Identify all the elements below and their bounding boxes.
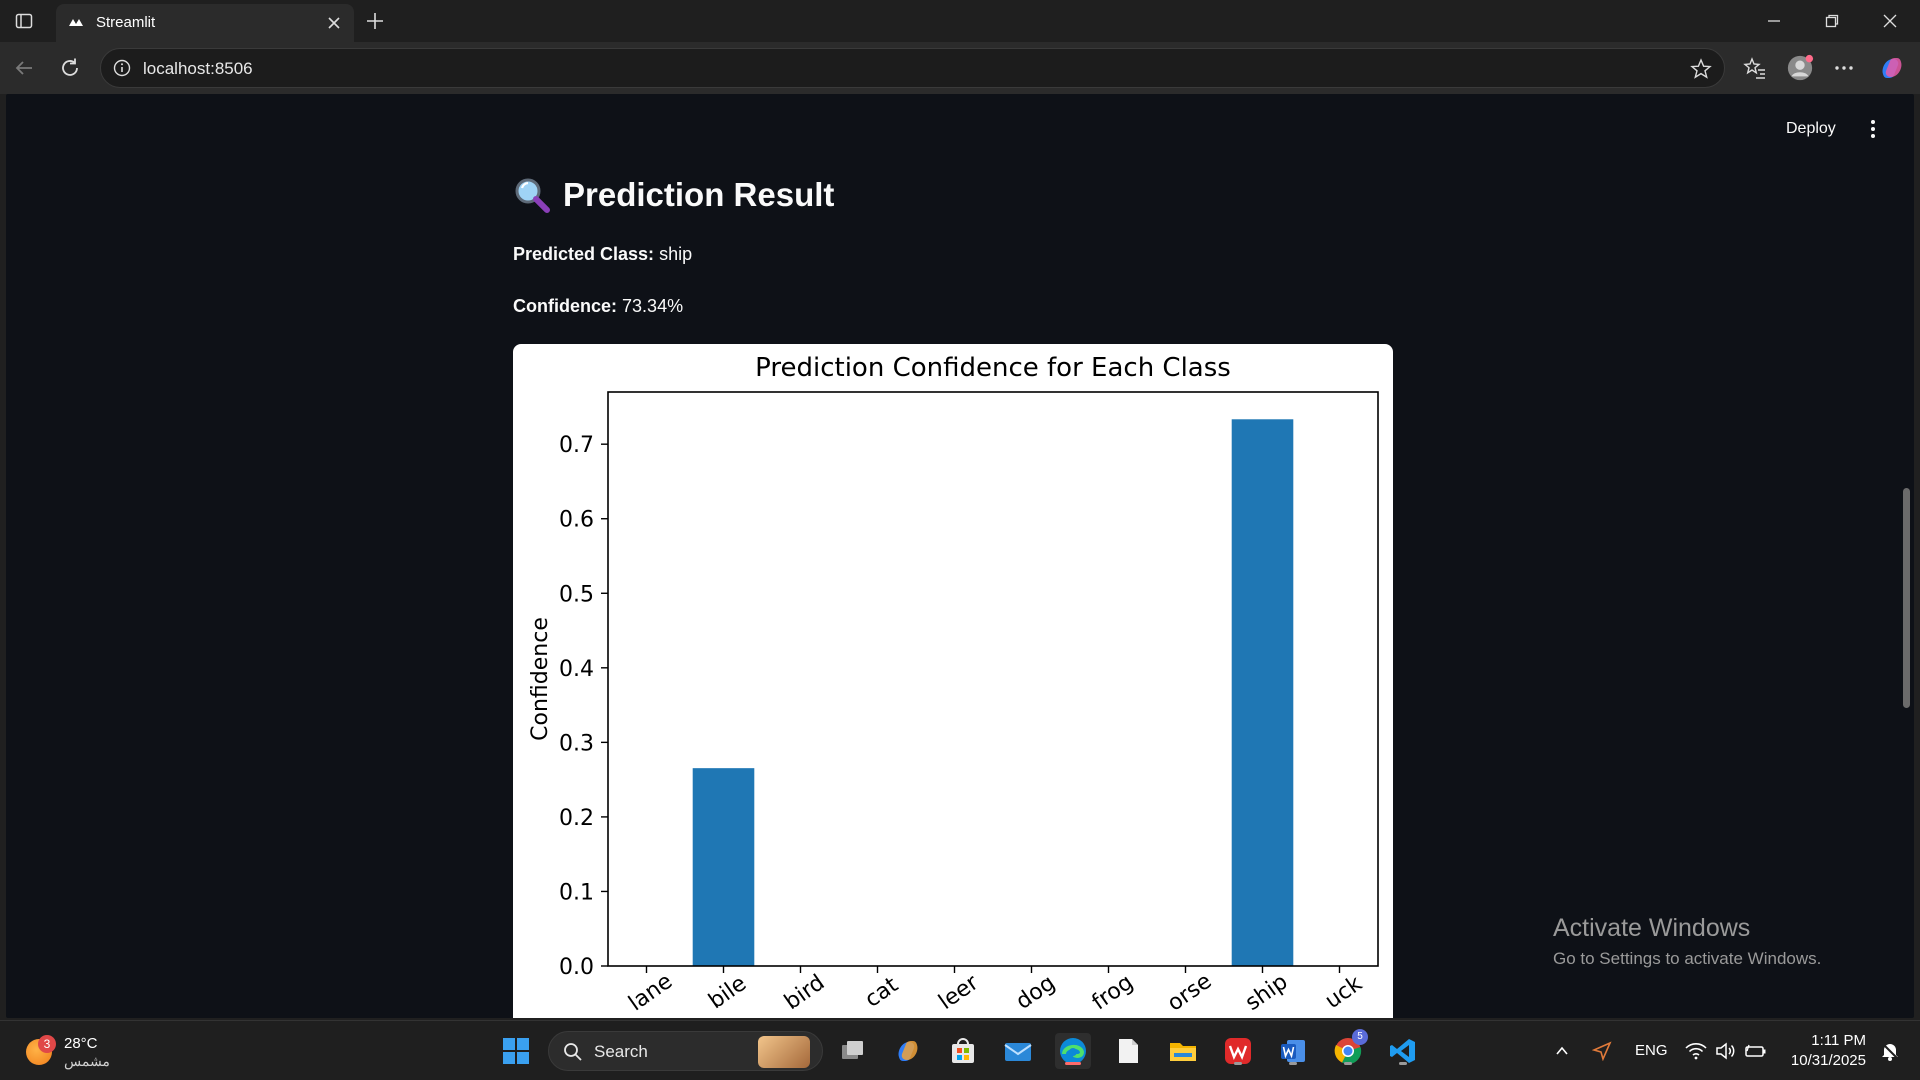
refresh-icon[interactable] bbox=[56, 54, 84, 82]
weather-condition: مشمس bbox=[64, 1053, 110, 1069]
streamlit-favicon-icon bbox=[68, 15, 84, 31]
predicted-class-label: Predicted Class: bbox=[513, 244, 655, 264]
chrome-icon[interactable]: 5 bbox=[1330, 1029, 1368, 1069]
copilot-icon[interactable] bbox=[1878, 54, 1906, 82]
new-tab-button[interactable] bbox=[362, 8, 388, 34]
weather-badge: 3 bbox=[38, 1035, 56, 1053]
taskbar-search[interactable]: Search bbox=[548, 1031, 823, 1071]
wps-running-indicator bbox=[1234, 1062, 1242, 1065]
battery-icon[interactable] bbox=[1738, 1033, 1774, 1069]
x-tick-label: frog bbox=[1088, 970, 1138, 1016]
chrome-running-indicator bbox=[1344, 1062, 1352, 1065]
x-tick-label: orse bbox=[1163, 969, 1216, 1017]
activate-subtitle: Go to Settings to activate Windows. bbox=[1553, 949, 1822, 968]
search-highlight-image bbox=[758, 1036, 810, 1068]
vscode-running-indicator bbox=[1399, 1062, 1407, 1065]
y-tick-label: 0.6 bbox=[559, 508, 594, 533]
x-tick-label: dog bbox=[1012, 971, 1060, 1015]
location-arrow-icon[interactable] bbox=[1584, 1033, 1620, 1069]
start-icon[interactable] bbox=[498, 1033, 534, 1069]
tab-title: Streamlit bbox=[96, 14, 156, 31]
confidence-label: Confidence: bbox=[513, 296, 618, 316]
language-indicator[interactable]: ENG bbox=[1635, 1042, 1668, 1059]
show-hidden-icons-chevron-icon[interactable] bbox=[1544, 1033, 1580, 1069]
magnifier-icon bbox=[513, 176, 551, 214]
clock-date: 10/31/2025 bbox=[1790, 1052, 1866, 1069]
clock-time: 1:11 PM bbox=[1811, 1032, 1866, 1049]
wps-office-icon[interactable] bbox=[1220, 1033, 1256, 1069]
taskbar-clock[interactable]: 1:11 PM 10/31/2025 bbox=[1782, 1031, 1866, 1071]
chrome-badge: 5 bbox=[1352, 1029, 1368, 1045]
microsoft-store-icon[interactable] bbox=[945, 1033, 981, 1069]
task-view-icon[interactable] bbox=[835, 1033, 871, 1069]
file-explorer-icon[interactable] bbox=[1165, 1033, 1201, 1069]
notification-bell-icon[interactable] bbox=[1872, 1033, 1908, 1069]
chart-title: Prediction Confidence for Each Class bbox=[755, 353, 1231, 383]
x-tick-label: cat bbox=[861, 972, 904, 1012]
bar-ship bbox=[1231, 419, 1294, 966]
weather-temp: 28°C bbox=[64, 1035, 98, 1052]
x-tick-label: bile bbox=[704, 971, 751, 1014]
minimize-icon[interactable] bbox=[1754, 6, 1794, 36]
streamlit-app: Deploy Prediction Result Predicted Class… bbox=[6, 94, 1914, 1018]
favorite-star-icon[interactable] bbox=[1690, 58, 1712, 80]
confidence-line: Confidence: 73.34% bbox=[513, 296, 683, 317]
page-title: Prediction Result bbox=[563, 176, 835, 213]
bar-automobile bbox=[692, 768, 755, 966]
activate-windows-watermark: Activate Windows Go to Settings to activ… bbox=[1553, 914, 1821, 969]
confidence-bar-chart: Prediction Confidence for Each Class 0.0 0… bbox=[528, 353, 1379, 1017]
y-tick-label: 0.5 bbox=[559, 582, 594, 607]
close-window-icon[interactable] bbox=[1870, 6, 1910, 36]
tab-close-icon[interactable] bbox=[324, 13, 344, 33]
y-tick-label: 0.1 bbox=[559, 880, 594, 905]
more-menu-icon[interactable] bbox=[1830, 54, 1858, 82]
mail-icon[interactable] bbox=[1000, 1033, 1036, 1069]
back-icon[interactable] bbox=[10, 54, 38, 82]
notepad-icon[interactable] bbox=[1110, 1033, 1146, 1069]
favorites-icon[interactable] bbox=[1741, 54, 1769, 82]
y-tick-label: 0.4 bbox=[559, 657, 594, 682]
deploy-button[interactable]: Deploy bbox=[1786, 120, 1836, 137]
predicted-class-value: ship bbox=[659, 244, 693, 264]
page-heading: Prediction Result bbox=[513, 176, 834, 214]
y-tick-label: 0.2 bbox=[559, 806, 594, 831]
tab-streamlit[interactable]: Streamlit bbox=[56, 4, 354, 42]
browser-toolbar: localhost:8506 bbox=[0, 42, 1920, 94]
word-icon[interactable] bbox=[1275, 1033, 1311, 1069]
word-running-indicator bbox=[1289, 1062, 1297, 1065]
windows-taskbar: 3 28°C مشمس Search bbox=[0, 1020, 1920, 1080]
restore-icon[interactable] bbox=[1812, 6, 1852, 36]
confidence-value: 73.34% bbox=[622, 296, 684, 316]
site-info-icon[interactable] bbox=[113, 59, 131, 77]
y-axis-label: Confidence bbox=[528, 617, 553, 741]
address-bar[interactable]: localhost:8506 bbox=[100, 48, 1725, 88]
search-label: Search bbox=[594, 1042, 648, 1061]
predicted-class-line: Predicted Class: ship bbox=[513, 244, 692, 265]
x-tick-label: bird bbox=[780, 970, 829, 1015]
main-menu-icon[interactable] bbox=[1868, 118, 1878, 140]
y-tick-label: 0.3 bbox=[559, 731, 594, 756]
activate-title: Activate Windows bbox=[1553, 914, 1751, 942]
edge-browser-icon[interactable] bbox=[1055, 1033, 1091, 1069]
page-scrollbar[interactable] bbox=[1903, 488, 1910, 708]
confidence-chart-card: Prediction Confidence for Each Class 0.0 0… bbox=[513, 344, 1393, 1018]
y-tick-label: 0.0 bbox=[559, 955, 594, 980]
x-tick-label: ship bbox=[1241, 969, 1293, 1016]
search-icon bbox=[563, 1042, 583, 1062]
browser-tab-bar: Streamlit bbox=[0, 0, 1920, 42]
volume-icon[interactable] bbox=[1708, 1033, 1744, 1069]
x-tick-label: lane bbox=[624, 969, 677, 1016]
edge-running-indicator bbox=[1065, 1062, 1081, 1065]
vscode-icon[interactable] bbox=[1385, 1033, 1421, 1069]
x-tick-label: uck bbox=[1321, 971, 1367, 1014]
profile-avatar-icon[interactable] bbox=[1786, 54, 1814, 82]
url-text: localhost:8506 bbox=[143, 59, 253, 78]
wifi-icon[interactable] bbox=[1678, 1033, 1714, 1069]
y-tick-label: 0.7 bbox=[559, 433, 594, 458]
x-tick-label: leer bbox=[934, 970, 984, 1015]
weather-widget[interactable]: 3 28°C مشمس bbox=[24, 1031, 154, 1071]
copilot-app-icon[interactable] bbox=[890, 1033, 926, 1069]
vertical-tabs-icon[interactable] bbox=[10, 8, 38, 34]
plot-frame bbox=[607, 391, 1379, 967]
